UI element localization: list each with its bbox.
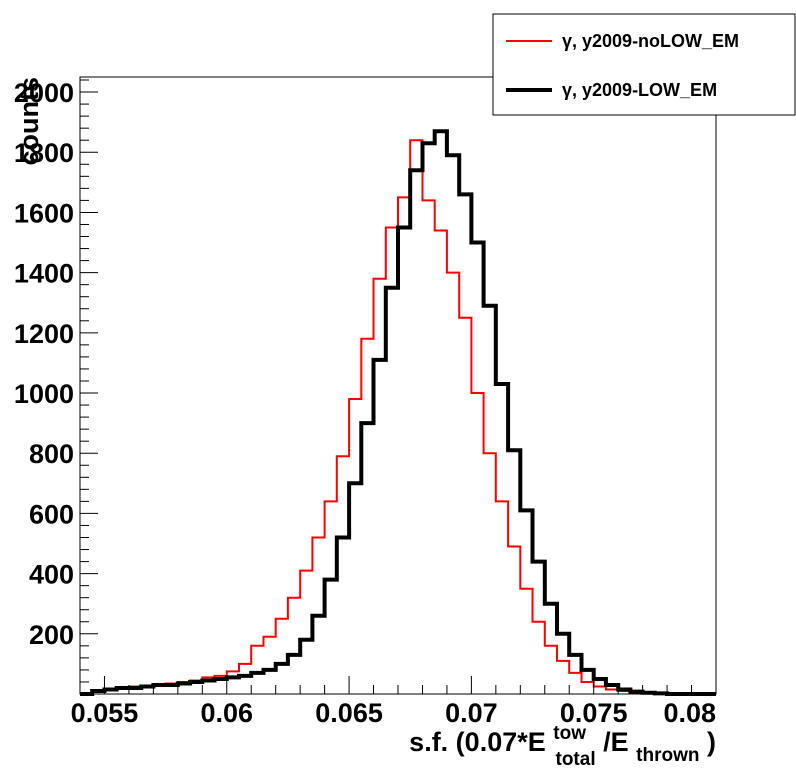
y-tick-label: 1200	[14, 319, 74, 349]
ticks-layer: 200 400 600 800 1000 1200 1400 1600 1800 2000 0.05…	[14, 78, 717, 728]
y-axis-title: counts	[14, 77, 44, 166]
y-tick-label: 800	[29, 439, 74, 469]
x-axis-title-suffix: )	[707, 727, 716, 757]
x-axis-title-prefix: s.f. (0.07*E	[409, 727, 546, 757]
x-axis-title-sup: tow	[553, 723, 586, 744]
x-tick-label: 0.08	[663, 698, 716, 728]
y-tick-label: 600	[29, 499, 74, 529]
x-axis-title: s.f. (0.07*E tow total /E thrown )	[409, 715, 716, 771]
y-tick-label: 1800	[14, 138, 74, 168]
x-tick-label: 0.065	[315, 698, 383, 728]
x-axis-title-sub: total	[556, 749, 596, 770]
y-tick-label: 1600	[14, 198, 74, 228]
x-tick-label: 0.06	[200, 698, 253, 728]
y-tick-label: 2000	[14, 78, 74, 108]
x-tick-label: 0.055	[71, 698, 139, 728]
y-tick-label: 1000	[14, 379, 74, 409]
legend-label-noLOW_EM: γ, y2009-noLOW_EM	[562, 31, 739, 51]
legend-box	[492, 13, 796, 116]
legend-label-LOW_EM: γ, y2009-LOW_EM	[562, 80, 717, 100]
x-axis-title-mid: /E	[603, 727, 629, 757]
legend: γ, y2009-noLOW_EM γ, y2009-LOW_EM	[492, 13, 796, 116]
x-tick-label: 0.075	[560, 698, 628, 728]
x-tick-label: 0.07	[445, 698, 498, 728]
y-tick-label: 400	[29, 560, 74, 590]
series-line-LOW_EM	[80, 129, 716, 696]
y-tick-label: 200	[29, 620, 74, 650]
x-axis-title-sub2: thrown	[636, 745, 699, 766]
y-tick-label: 1400	[14, 259, 74, 289]
